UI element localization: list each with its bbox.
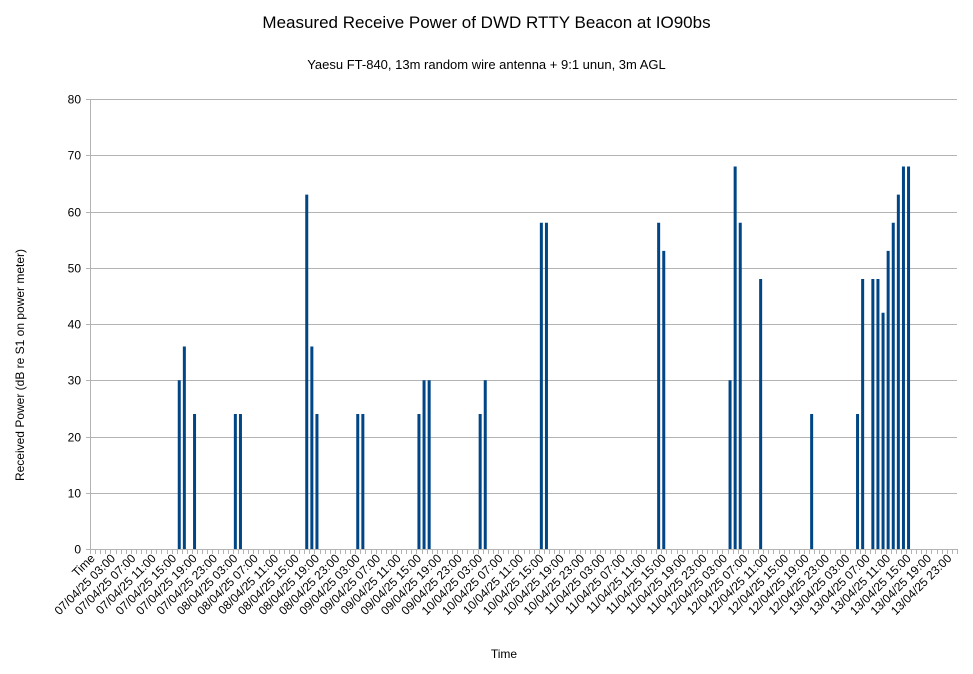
bar [356,414,360,549]
y-tick-label: 80 [68,93,82,107]
bar [901,166,905,549]
bar [539,222,543,549]
bar [856,414,860,549]
bar [876,279,880,549]
bar [478,414,482,549]
y-tick-label: 40 [68,318,82,332]
bar [422,380,426,549]
bar [881,312,885,549]
y-tick-label: 60 [68,206,82,220]
bar [871,279,875,549]
bar [728,380,732,549]
y-tick-label: 50 [68,262,82,276]
bar [361,414,365,549]
bar [907,166,911,549]
y-tick-labels: 0 10 20 30 40 50 60 70 80 [68,93,82,557]
x-axis-title: Time [491,647,518,661]
bar [182,346,186,549]
y-tick-label: 70 [68,149,82,163]
chart-title: Measured Receive Power of DWD RTTY Beaco… [262,13,711,32]
bar [483,380,487,549]
bar [305,194,309,549]
bar [891,222,895,549]
bar [810,414,814,549]
grid-lines [90,99,957,550]
y-tick-label: 20 [68,431,82,445]
bar [315,414,319,549]
chart-subtitle: Yaesu FT-840, 13m random wire antenna + … [307,57,666,72]
bar [238,414,242,549]
y-tick-label: 0 [74,543,81,557]
bar [738,222,742,549]
bar [193,414,197,549]
axes [86,99,958,554]
bar [861,279,865,549]
bar [733,166,737,549]
bar [662,250,666,549]
bar [657,222,661,549]
bar [886,250,890,549]
y-axis-title: Received Power (dB re S1 on power meter) [13,249,27,481]
bar [233,414,237,549]
bar [759,279,763,549]
bars [177,166,911,549]
bar [417,414,421,549]
y-tick-label: 30 [68,374,82,388]
bar [544,222,548,549]
bar [177,380,181,549]
bar [427,380,431,549]
bar [310,346,314,549]
y-tick-label: 10 [68,487,82,501]
bar [896,194,900,549]
